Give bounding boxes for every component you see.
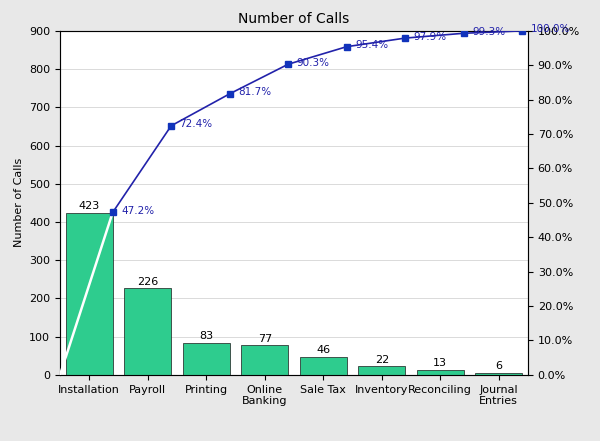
- Y-axis label: Number of Calls: Number of Calls: [14, 158, 23, 247]
- Text: 95.4%: 95.4%: [355, 40, 388, 50]
- Bar: [358, 366, 405, 375]
- Bar: [417, 370, 464, 375]
- Text: 46: 46: [316, 345, 331, 355]
- Text: 6: 6: [495, 361, 502, 370]
- Text: 47.2%: 47.2%: [121, 206, 154, 216]
- Bar: [475, 373, 522, 375]
- Text: 77: 77: [257, 333, 272, 344]
- Bar: [241, 345, 288, 375]
- Bar: [66, 213, 113, 375]
- Text: 22: 22: [374, 355, 389, 365]
- Text: 90.3%: 90.3%: [296, 58, 329, 68]
- Bar: [183, 343, 230, 375]
- Text: 97.9%: 97.9%: [413, 32, 446, 42]
- Bar: [124, 288, 171, 375]
- Text: 81.7%: 81.7%: [238, 87, 271, 97]
- Text: 226: 226: [137, 277, 158, 287]
- Bar: [300, 357, 347, 375]
- Title: Number of Calls: Number of Calls: [238, 11, 350, 26]
- Text: 72.4%: 72.4%: [179, 120, 212, 129]
- Text: 83: 83: [199, 331, 214, 341]
- Text: 99.3%: 99.3%: [472, 27, 505, 37]
- Text: 100.0%: 100.0%: [530, 25, 570, 34]
- Text: 13: 13: [433, 358, 447, 368]
- Text: 423: 423: [79, 201, 100, 211]
